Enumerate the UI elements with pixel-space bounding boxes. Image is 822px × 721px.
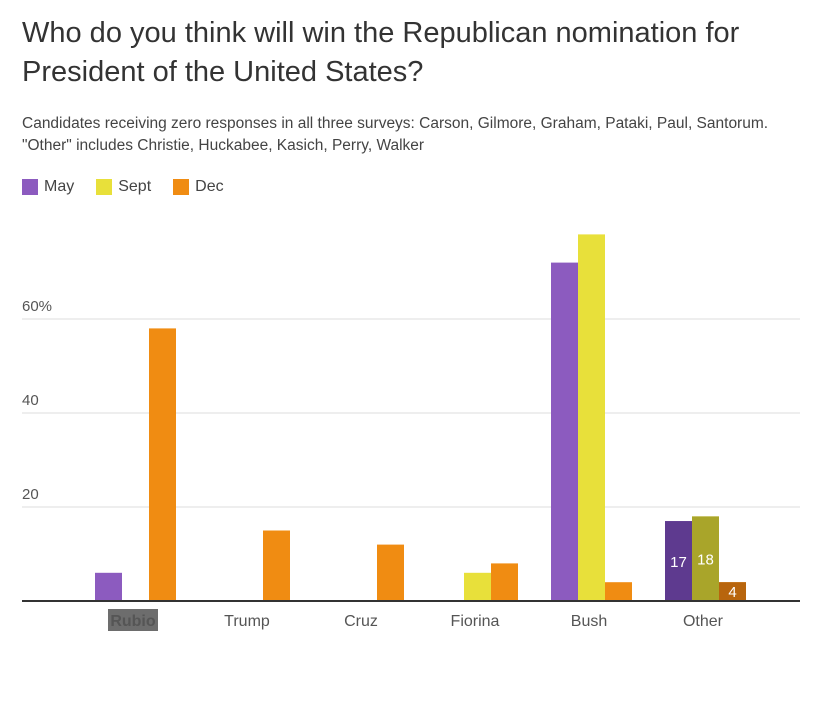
- y-tick-label: 60%: [22, 298, 52, 315]
- y-tick-label: 20: [22, 486, 39, 503]
- data-label: 18: [697, 552, 714, 569]
- bar-fiorina-dec: [491, 563, 518, 601]
- x-tick-label-cruz: Cruz: [344, 613, 378, 630]
- bar-rubio-dec: [149, 328, 176, 601]
- legend-label-dec: Dec: [195, 178, 224, 195]
- legend: May Sept Dec: [22, 178, 246, 196]
- data-label-bg: [719, 582, 746, 601]
- data-label: 17: [670, 554, 687, 571]
- data-label-bg: [692, 516, 719, 601]
- x-tick-label-bush: Bush: [571, 613, 607, 630]
- data-label-bg: [665, 521, 692, 601]
- x-tick-label-trump: Trump: [224, 613, 270, 630]
- chart-subtitle: Candidates receiving zero responses in a…: [22, 115, 769, 154]
- x-tick-label-other: Other: [683, 613, 724, 630]
- bar-rubio-may: [95, 572, 122, 601]
- category-highlight: [108, 609, 158, 631]
- bar-bush-sept: [578, 234, 605, 601]
- legend-item-sept: Sept: [96, 178, 151, 196]
- legend-swatch-may: [22, 179, 38, 195]
- bar-cruz-dec: [377, 544, 404, 601]
- legend-swatch-dec: [173, 179, 190, 195]
- legend-label-sept: Sept: [118, 178, 152, 195]
- legend-item-dec: Dec: [173, 178, 224, 196]
- bar-bush-dec: [605, 582, 632, 601]
- bar-fiorina-sept: [464, 572, 491, 601]
- x-tick-label-rubio: Rubio: [110, 613, 156, 630]
- x-tick-label-fiorina: Fiorina: [451, 613, 500, 630]
- y-tick-label: 40: [22, 392, 39, 409]
- data-label: 4: [728, 584, 736, 601]
- legend-label-may: May: [44, 178, 75, 195]
- chart-title: Who do you think will win the Republican…: [22, 17, 740, 88]
- bar-bush-may: [551, 262, 578, 601]
- legend-swatch-sept: [96, 179, 113, 195]
- legend-item-may: May: [22, 178, 74, 196]
- bar-trump-dec: [263, 530, 290, 601]
